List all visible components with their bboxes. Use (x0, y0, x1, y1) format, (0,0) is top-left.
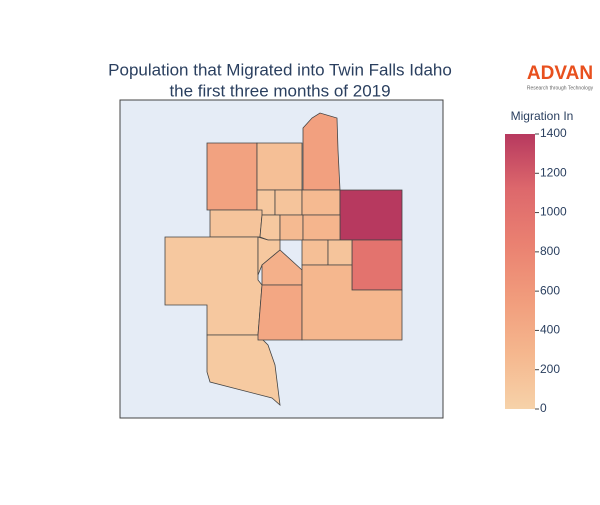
logo-tagline: Research through Technology (527, 85, 594, 91)
region (351, 239, 403, 291)
region (302, 112, 341, 191)
chart-title: Population that Migrated into Twin Falls… (108, 60, 452, 79)
colorbar-tick-label: 1200 (540, 165, 567, 179)
colorbar-tick-label: 800 (540, 244, 560, 258)
region (301, 189, 341, 216)
colorbar-tick-label: 1000 (540, 205, 567, 219)
region (301, 239, 329, 266)
region (301, 264, 403, 341)
colorbar-tick-label: 1400 (540, 126, 567, 140)
region (206, 142, 258, 211)
region (302, 214, 341, 241)
colorbar-tick-label: 600 (540, 283, 560, 297)
region (257, 284, 303, 341)
colorbar-tick-label: 400 (540, 323, 560, 337)
region (279, 214, 304, 241)
colorbar-tick-label: 0 (540, 401, 547, 415)
region (274, 189, 303, 216)
region (327, 239, 353, 266)
colorbar-tick-label: 200 (540, 362, 560, 376)
chart-subtitle: the first three months of 2019 (169, 81, 390, 100)
region (259, 214, 281, 241)
region (209, 209, 263, 238)
colorbar-title: Migration In (511, 109, 574, 123)
logo-name: ADVAN (527, 63, 593, 84)
region (256, 142, 303, 191)
region (339, 189, 403, 241)
colorbar (505, 134, 535, 409)
